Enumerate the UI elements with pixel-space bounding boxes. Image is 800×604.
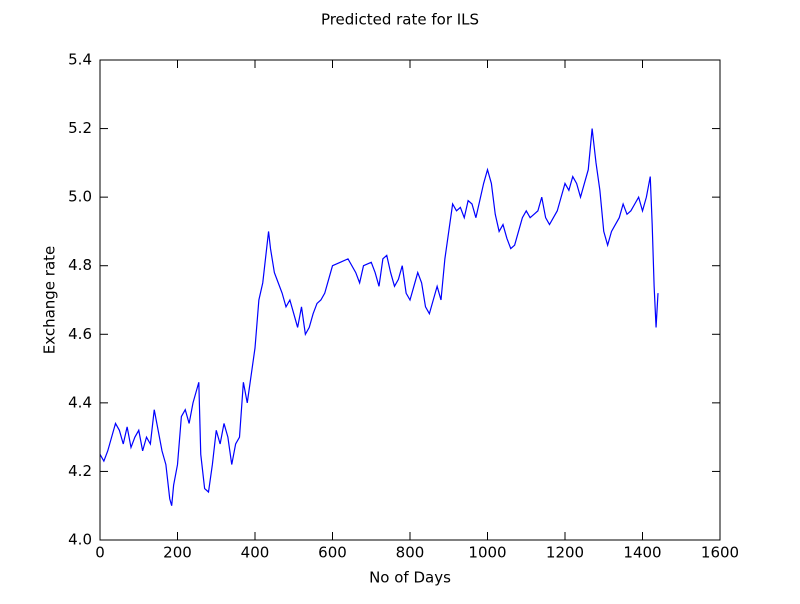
x-tick-label: 400 (241, 544, 270, 562)
y-tick-label: 5.4 (68, 51, 92, 69)
y-tick-label: 4.6 (68, 325, 92, 343)
x-axis-label: No of Days (369, 569, 451, 587)
x-tick-label: 800 (396, 544, 425, 562)
x-tick-label: 600 (318, 544, 347, 562)
y-tick-label: 4.0 (68, 531, 92, 549)
x-tick-label: 0 (95, 544, 105, 562)
x-tick-label: 1400 (623, 544, 661, 562)
y-tick-label: 5.2 (68, 119, 92, 137)
x-tick-label: 1200 (546, 544, 584, 562)
y-tick-label: 4.8 (68, 256, 92, 274)
plot-frame (99, 59, 721, 541)
y-tick-label: 4.4 (68, 393, 92, 411)
chart-title: Predicted rate for ILS (321, 11, 479, 29)
x-tick-label: 1600 (701, 544, 739, 562)
y-tick-label: 4.2 (68, 462, 92, 480)
data-line (99, 128, 659, 506)
x-tick-label: 200 (163, 544, 192, 562)
x-tick-label: 1000 (468, 544, 506, 562)
y-tick-label: 5.0 (68, 188, 92, 206)
y-axis-label: Exchange rate (41, 246, 59, 355)
